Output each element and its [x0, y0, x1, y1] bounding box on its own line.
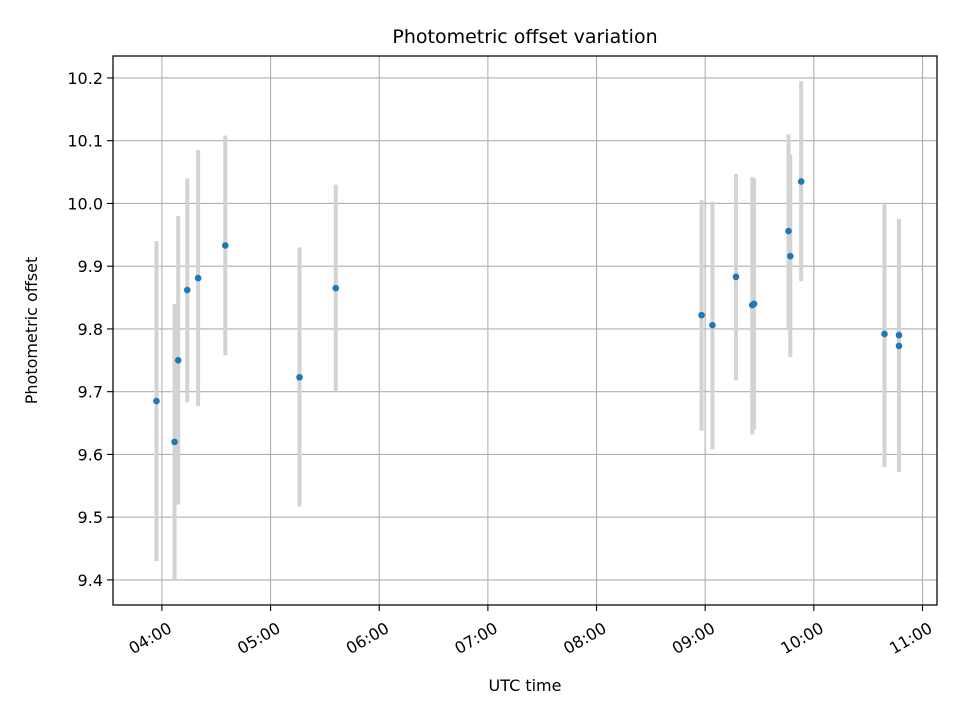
x-tick-label: 06:00 — [343, 618, 392, 658]
x-tick-label: 08:00 — [560, 618, 609, 658]
x-tick-label: 07:00 — [451, 618, 500, 658]
x-tick-label: 11:00 — [886, 618, 935, 658]
data-point — [732, 273, 740, 281]
data-point — [709, 321, 716, 329]
data-point — [183, 286, 191, 294]
y-tick-label: 9.4 — [78, 571, 103, 590]
data-point — [221, 242, 229, 249]
data-point — [194, 274, 202, 282]
data-point — [895, 331, 903, 339]
error-bars — [154, 81, 901, 580]
y-axis-title: Photometric offset — [22, 257, 41, 405]
y-tick-label: 9.9 — [78, 257, 103, 276]
y-tick-label: 10.1 — [67, 132, 103, 151]
y-tick-label: 9.6 — [78, 445, 103, 464]
data-point — [174, 357, 182, 364]
data-point — [153, 397, 160, 405]
x-tick-label: 04:00 — [125, 618, 174, 658]
x-tick-label: 10:00 — [777, 618, 826, 658]
data-point — [750, 300, 758, 308]
chart-title: Photometric offset variation — [392, 26, 657, 48]
y-tick-label: 9.8 — [78, 320, 103, 339]
x-axis-title: UTC time — [489, 676, 562, 695]
data-point — [895, 342, 903, 350]
y-tick-label: 10.2 — [67, 69, 103, 88]
data-point — [797, 178, 805, 185]
plot-frame — [112, 55, 938, 606]
data-point — [881, 330, 888, 338]
data-point — [698, 311, 705, 319]
y-tick-label: 9.7 — [78, 383, 103, 402]
x-tick-label: 05:00 — [234, 618, 283, 658]
data-point — [332, 284, 340, 292]
data-point — [296, 373, 303, 381]
data-points — [153, 178, 903, 446]
grid — [113, 56, 937, 605]
y-tick-label: 9.5 — [78, 508, 103, 527]
data-point — [785, 227, 792, 235]
data-point — [787, 252, 794, 260]
y-tick-label: 10.0 — [67, 194, 103, 213]
data-point — [171, 438, 178, 446]
x-tick-label: 09:00 — [669, 618, 718, 658]
